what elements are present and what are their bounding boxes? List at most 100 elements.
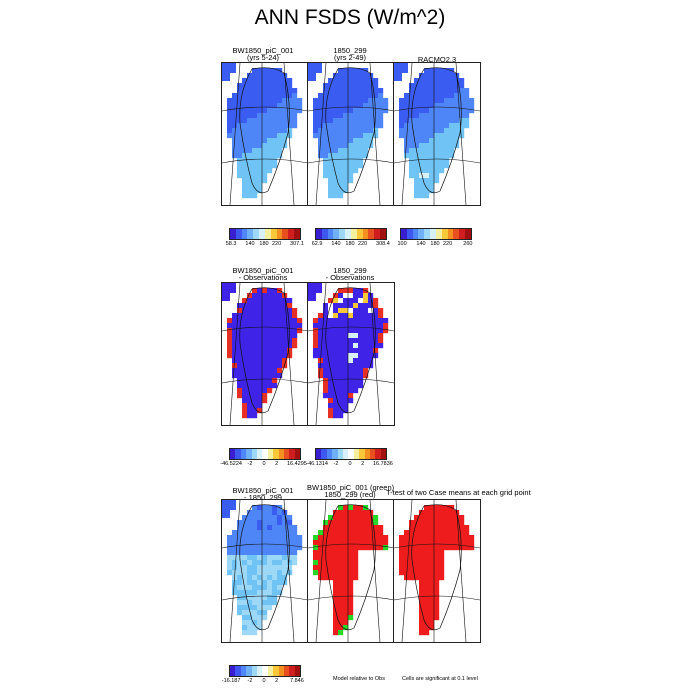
colorbar-tick-label: 180 bbox=[259, 241, 269, 247]
map-cell bbox=[358, 113, 364, 119]
map-cell bbox=[267, 333, 273, 339]
map-cell bbox=[287, 123, 293, 129]
map-cell bbox=[242, 88, 248, 94]
map-cell bbox=[434, 510, 440, 516]
map-cell bbox=[323, 103, 329, 109]
map-cell bbox=[267, 600, 273, 606]
map-cell bbox=[338, 338, 344, 344]
map-cell bbox=[414, 98, 420, 104]
colorbar-tick-label: 0 bbox=[262, 678, 266, 684]
map-cell bbox=[247, 413, 253, 419]
map-cell bbox=[419, 138, 425, 144]
map-cell bbox=[353, 383, 359, 389]
map-cell bbox=[232, 103, 238, 109]
colorbar-swatch bbox=[430, 229, 436, 239]
map-cell bbox=[419, 510, 425, 516]
map-cell bbox=[232, 580, 238, 586]
map-cell bbox=[338, 138, 344, 144]
map-cell bbox=[449, 108, 455, 114]
map-cell bbox=[409, 133, 415, 139]
map-cell bbox=[257, 188, 263, 194]
colorbar-swatch bbox=[406, 229, 413, 239]
map-cell bbox=[237, 373, 243, 379]
map-cell bbox=[348, 328, 354, 334]
map-cell bbox=[237, 128, 243, 134]
map-cell bbox=[343, 183, 349, 189]
map-cell bbox=[333, 560, 339, 566]
map-cell bbox=[338, 590, 344, 596]
map-cell bbox=[419, 133, 425, 139]
map-cell bbox=[373, 323, 379, 329]
map-cell bbox=[429, 625, 435, 631]
map-cell bbox=[247, 540, 253, 546]
map-cell bbox=[404, 535, 410, 541]
map-cell bbox=[328, 123, 334, 129]
map-cell bbox=[338, 158, 344, 164]
panel-title-line: 1850_299 bbox=[333, 46, 367, 55]
map-cell bbox=[414, 565, 420, 571]
map-cell bbox=[373, 338, 379, 344]
map-cell bbox=[449, 545, 455, 551]
map-cell bbox=[323, 353, 329, 359]
graticule-line bbox=[308, 106, 394, 112]
map-cell bbox=[333, 595, 339, 601]
map-cell bbox=[227, 113, 233, 119]
map-cell bbox=[348, 530, 354, 536]
map-cell bbox=[353, 143, 359, 149]
panel-title-line: BW1850_piC_001 (green) bbox=[307, 483, 395, 492]
map-cell bbox=[242, 630, 248, 636]
map-cell bbox=[287, 133, 293, 139]
map-cell bbox=[353, 78, 359, 84]
colorbar-swatch bbox=[441, 229, 448, 239]
colorbar-swatch bbox=[453, 229, 460, 239]
map-cell bbox=[454, 530, 460, 536]
map-cell bbox=[353, 118, 359, 124]
map-cell bbox=[343, 78, 349, 84]
map-cell bbox=[262, 575, 268, 581]
graticule-line bbox=[369, 500, 381, 642]
colorbar-swatch bbox=[240, 666, 247, 676]
map-cell bbox=[439, 168, 445, 174]
graticule-line bbox=[222, 378, 308, 384]
map-cell bbox=[419, 163, 425, 169]
map-cell bbox=[257, 388, 263, 394]
map-cell bbox=[338, 148, 344, 154]
map-cell bbox=[232, 338, 238, 344]
colorbar-swatch bbox=[333, 229, 340, 239]
map-cell bbox=[272, 158, 278, 164]
map-cell bbox=[272, 343, 278, 349]
map-cell bbox=[252, 288, 258, 294]
map-cell bbox=[247, 308, 253, 314]
map-cell bbox=[459, 520, 465, 526]
map-cell bbox=[353, 530, 359, 536]
colorbar-swatch bbox=[253, 229, 260, 239]
map-cell bbox=[454, 93, 460, 99]
map-cell bbox=[368, 133, 374, 139]
map-cell bbox=[277, 318, 283, 324]
colorbar bbox=[229, 665, 301, 677]
map-cell bbox=[323, 393, 329, 399]
map-cell bbox=[419, 128, 425, 134]
map-cell bbox=[328, 373, 334, 379]
map-cell bbox=[338, 378, 344, 384]
map-cell bbox=[272, 550, 278, 556]
map-cell bbox=[237, 565, 243, 571]
map-cell bbox=[242, 535, 248, 541]
colorbar-tick-label: 7.846 bbox=[290, 678, 304, 684]
map-cell bbox=[247, 148, 253, 154]
map-cell bbox=[353, 560, 359, 566]
map-cell bbox=[439, 123, 445, 129]
map-cell bbox=[343, 303, 349, 309]
map-cell bbox=[348, 585, 354, 591]
map-cell bbox=[348, 178, 354, 184]
map-cell bbox=[282, 353, 288, 359]
map-cell bbox=[444, 158, 450, 164]
colorbar-tick-label: 220 bbox=[358, 241, 368, 247]
map-cell bbox=[247, 565, 253, 571]
map-cell bbox=[267, 353, 273, 359]
colorbar-swatch bbox=[235, 229, 242, 239]
map-cell bbox=[257, 383, 263, 389]
map-cell bbox=[459, 530, 465, 536]
map-cell bbox=[257, 143, 263, 149]
map-cell bbox=[419, 113, 425, 119]
